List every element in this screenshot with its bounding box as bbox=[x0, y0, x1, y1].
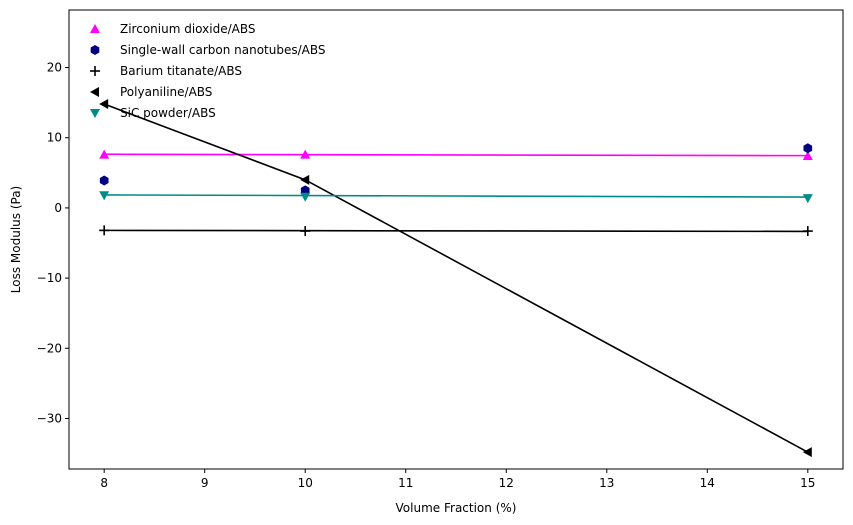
y-tick-label: 10 bbox=[47, 131, 62, 145]
y-tick-label: 0 bbox=[54, 201, 62, 215]
data-point-series-2 bbox=[99, 225, 110, 236]
x-tick-label: 11 bbox=[398, 476, 413, 490]
legend-label-4: SiC powder/ABS bbox=[120, 106, 216, 120]
legend-marker-1 bbox=[90, 45, 100, 55]
x-axis-label: Volume Fraction (%) bbox=[396, 501, 517, 515]
y-tick-label: 20 bbox=[47, 61, 62, 75]
fit-line-series-2 bbox=[104, 229, 808, 233]
data-point-series-3 bbox=[99, 99, 109, 110]
legend-label-1: Single-wall carbon nanotubes/ABS bbox=[120, 43, 326, 57]
fit-line-series-4 bbox=[104, 194, 808, 198]
x-tick-label: 12 bbox=[499, 476, 514, 490]
x-tick-label: 15 bbox=[800, 476, 815, 490]
data-point-series-1 bbox=[803, 143, 813, 154]
legend-marker-0 bbox=[90, 24, 100, 33]
legend-marker-3 bbox=[90, 87, 99, 97]
data-point-series-0 bbox=[802, 150, 813, 160]
x-tick-label: 10 bbox=[298, 476, 313, 490]
data-point-series-4 bbox=[99, 191, 110, 201]
legend: Zirconium dioxide/ABS Single-wall carbon … bbox=[90, 22, 326, 120]
y-tick-label: −20 bbox=[37, 341, 62, 355]
data-point-series-2 bbox=[300, 226, 311, 237]
x-tick-label: 14 bbox=[700, 476, 715, 490]
legend-marker-4 bbox=[90, 109, 100, 118]
plot-frame bbox=[68, 9, 844, 470]
fit-line-series-0 bbox=[104, 153, 808, 157]
data-point-series-4 bbox=[300, 192, 311, 202]
y-axis-ticks: −30 −20 −10 0 10 20 bbox=[37, 61, 69, 425]
x-tick-label: 8 bbox=[100, 476, 108, 490]
y-tick-label: −10 bbox=[37, 271, 62, 285]
x-tick-label: 9 bbox=[201, 476, 209, 490]
x-tick-label: 13 bbox=[599, 476, 614, 490]
data-markers bbox=[99, 99, 813, 458]
data-point-series-0 bbox=[300, 149, 311, 159]
data-point-series-1 bbox=[99, 175, 109, 186]
x-axis-ticks: 8 9 10 11 12 13 14 15 bbox=[100, 469, 815, 490]
data-point-series-3 bbox=[802, 447, 812, 458]
data-point-series-0 bbox=[99, 149, 110, 159]
legend-label-3: Polyaniline/ABS bbox=[120, 85, 212, 99]
legend-label-2: Barium titanate/ABS bbox=[120, 64, 242, 78]
data-point-series-3 bbox=[300, 174, 310, 185]
y-tick-label: −30 bbox=[37, 411, 62, 425]
data-point-series-2 bbox=[802, 226, 813, 237]
legend-label-0: Zirconium dioxide/ABS bbox=[120, 22, 255, 36]
legend-marker-2 bbox=[90, 66, 100, 76]
y-axis-label: Loss Modulus (Pa) bbox=[9, 186, 23, 293]
data-point-series-4 bbox=[802, 194, 813, 204]
